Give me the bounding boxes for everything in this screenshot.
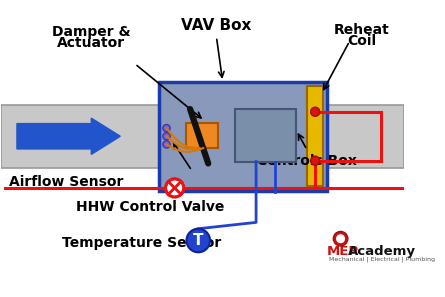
- Text: Damper &: Damper &: [52, 25, 130, 39]
- Bar: [0, 105, 159, 168]
- Text: Coil: Coil: [347, 34, 376, 48]
- Circle shape: [166, 179, 183, 197]
- Text: MEP: MEP: [327, 245, 359, 258]
- Circle shape: [333, 231, 348, 246]
- Text: Academy: Academy: [348, 245, 416, 258]
- Bar: [307, 86, 324, 186]
- Bar: [186, 123, 218, 148]
- Circle shape: [186, 229, 210, 252]
- Text: Reheat: Reheat: [334, 23, 389, 37]
- Text: T: T: [193, 233, 203, 248]
- Text: VAV Box: VAV Box: [181, 18, 251, 34]
- Circle shape: [163, 133, 170, 140]
- Text: HHW Control Valve: HHW Control Valve: [76, 200, 224, 214]
- Text: Mechanical | Electrical | Plumbing: Mechanical | Electrical | Plumbing: [329, 257, 435, 262]
- Circle shape: [163, 141, 170, 148]
- Text: Actuator: Actuator: [57, 36, 125, 50]
- Circle shape: [336, 234, 345, 243]
- Bar: [327, 105, 404, 168]
- Bar: [159, 82, 327, 191]
- Bar: [235, 109, 296, 162]
- Polygon shape: [17, 118, 120, 154]
- Text: Airflow Sensor: Airflow Sensor: [9, 175, 123, 189]
- Circle shape: [311, 107, 320, 116]
- Text: Temperature Sensor: Temperature Sensor: [61, 236, 221, 250]
- Circle shape: [163, 124, 170, 132]
- Circle shape: [166, 179, 184, 197]
- Text: Controls Box: Controls Box: [257, 154, 357, 168]
- Circle shape: [311, 156, 320, 165]
